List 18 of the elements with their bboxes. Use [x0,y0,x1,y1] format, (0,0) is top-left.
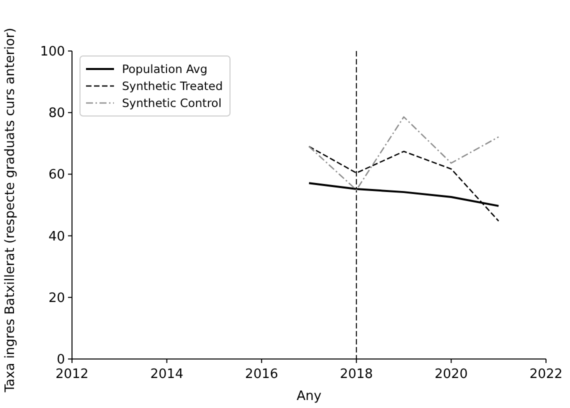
y-tick-label: 60 [48,168,65,183]
y-axis-title: Taxa ingres Batxillerat (respecte graduats curs anterior) [3,28,18,394]
legend-label: Population Avg [122,62,208,76]
legend-label: Synthetic Treated [122,79,223,93]
y-tick-label: 0 [56,352,65,368]
x-tick-label: 2022 [529,367,563,382]
x-tick-label: 2018 [340,367,373,382]
x-axis-title: Any [296,389,322,404]
line-series [308,116,500,191]
legend-label: Synthetic Control [122,96,222,110]
x-tick-label: 2012 [55,367,89,382]
y-tick-label: 100 [40,44,65,60]
x-tick-label: 2014 [150,367,184,382]
x-tick-label: 2020 [434,367,468,382]
x-tick-label: 2016 [245,367,278,382]
y-tick-label: 80 [48,106,65,122]
y-tick-label: 20 [48,290,65,306]
y-tick-label: 40 [48,229,65,244]
